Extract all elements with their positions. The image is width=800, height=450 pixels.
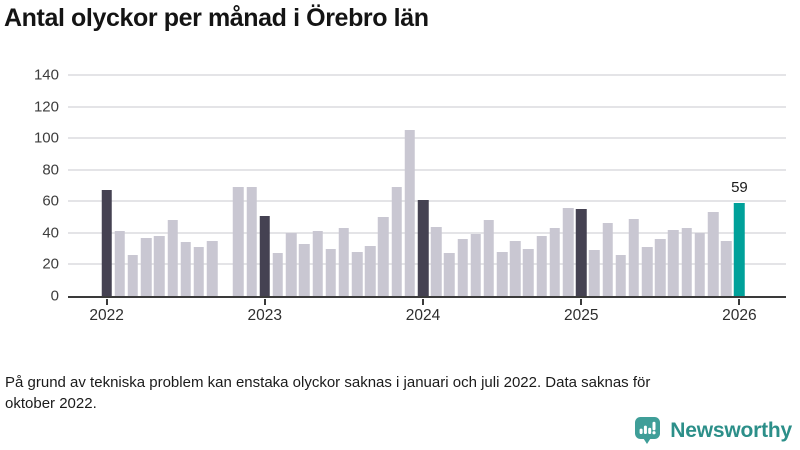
x-axis-tick bbox=[105, 299, 108, 305]
gridline bbox=[68, 105, 786, 108]
footnote-line-2: oktober 2022. bbox=[5, 395, 97, 412]
x-axis-tick-label-2025: 2025 bbox=[563, 307, 599, 324]
bar-2022-04 bbox=[140, 237, 152, 296]
bar-2024-03 bbox=[444, 253, 455, 296]
bar-2022-09 bbox=[206, 240, 218, 296]
bar-2025-11 bbox=[707, 212, 719, 296]
bar-2024-02 bbox=[430, 226, 442, 296]
x-axis-tick-label-2022: 2022 bbox=[89, 307, 124, 324]
x-axis-tick-label-2024: 2024 bbox=[405, 307, 441, 324]
bar-2025-05 bbox=[628, 218, 640, 296]
bar-2024-01 bbox=[417, 199, 429, 296]
x-axis-tick-label-2023: 2023 bbox=[247, 307, 283, 324]
brand-name: Newsworthy bbox=[670, 418, 792, 442]
bar-2023-09 bbox=[365, 245, 376, 296]
bar-2025-12 bbox=[720, 240, 732, 296]
bar-2022-07 bbox=[180, 242, 191, 296]
bar-2024-09 bbox=[523, 248, 534, 296]
gridline bbox=[68, 168, 786, 171]
bar-2022-12 bbox=[246, 187, 257, 296]
bar-2023-08 bbox=[351, 251, 363, 296]
bar-2023-05 bbox=[312, 231, 323, 296]
page-title: Antal olyckor per månad i Örebro län bbox=[4, 4, 429, 32]
bar-2023-03 bbox=[285, 232, 297, 296]
y-axis-tick-label: 120 bbox=[33, 98, 59, 116]
bar-2022-03 bbox=[127, 254, 139, 296]
bar-2024-07 bbox=[496, 251, 508, 296]
bar-value-label: 59 bbox=[731, 178, 748, 196]
bar-2022-02 bbox=[114, 231, 126, 296]
bar-2025-01 bbox=[575, 209, 587, 296]
bar-2024-08 bbox=[510, 240, 521, 296]
y-axis-tick-label: 0 bbox=[50, 287, 59, 305]
footnote: På grund av tekniska problem kan enstaka… bbox=[5, 372, 785, 414]
bar-2024-06 bbox=[483, 220, 495, 296]
newsworthy-bubble-chart-icon bbox=[635, 417, 661, 444]
gridline bbox=[68, 74, 786, 76]
y-axis-tick-label: 80 bbox=[42, 161, 59, 179]
bar-2023-12 bbox=[404, 130, 416, 296]
footnote-line-1: På grund av tekniska problem kan enstaka… bbox=[5, 374, 651, 391]
bar-2023-06 bbox=[325, 248, 336, 296]
y-axis-tick-label: 40 bbox=[42, 224, 59, 242]
plot-area: 59 0 20 40 60 80 100 120 140 bbox=[34, 67, 786, 305]
bar-2025-02 bbox=[589, 250, 600, 296]
bar-2023-10 bbox=[378, 217, 389, 296]
y-axis-tick-label: 20 bbox=[42, 255, 59, 273]
bar-2025-03 bbox=[602, 223, 613, 296]
bar-2024-11 bbox=[549, 228, 561, 296]
y-axis-tick-label: 140 bbox=[33, 66, 59, 84]
bar-2023-04 bbox=[299, 243, 310, 296]
gridline bbox=[68, 137, 786, 140]
x-axis-tick bbox=[738, 299, 741, 305]
bar-2025-08 bbox=[668, 229, 679, 296]
bar-2022-05 bbox=[154, 236, 165, 296]
bar-2023-01 bbox=[259, 215, 271, 296]
bar-2025-04 bbox=[615, 254, 626, 296]
bar-2025-10 bbox=[694, 232, 706, 296]
x-axis-tick bbox=[422, 299, 424, 305]
bar-2022-08 bbox=[193, 247, 205, 296]
bar-2023-02 bbox=[272, 253, 284, 296]
bar-2024-05 bbox=[470, 234, 481, 296]
x-axis: 2022 2023 2024 2025 2026 bbox=[89, 298, 757, 332]
bar-2026-01 bbox=[734, 202, 745, 296]
y-axis-tick-label: 60 bbox=[42, 192, 59, 210]
bar-2025-07 bbox=[655, 239, 666, 296]
bar-2022-06 bbox=[167, 220, 178, 296]
bar-2024-10 bbox=[536, 236, 547, 296]
x-axis-tick bbox=[580, 299, 583, 305]
bars-container: 59 bbox=[100, 75, 748, 296]
bar-2024-12 bbox=[562, 207, 574, 296]
bar-2025-06 bbox=[641, 247, 653, 296]
bar-2022-01 bbox=[101, 190, 112, 296]
bar-2022-11 bbox=[233, 187, 244, 296]
bar-2023-07 bbox=[338, 228, 350, 296]
x-axis-tick-label-2026: 2026 bbox=[722, 307, 757, 324]
newsworthy-logo[interactable]: Newsworthy bbox=[634, 416, 792, 445]
y-axis-tick-label: 100 bbox=[33, 129, 59, 147]
bar-2025-09 bbox=[681, 228, 692, 296]
bar-2024-04 bbox=[457, 239, 468, 296]
bar-2023-11 bbox=[391, 187, 402, 296]
x-axis-tick bbox=[263, 299, 266, 305]
